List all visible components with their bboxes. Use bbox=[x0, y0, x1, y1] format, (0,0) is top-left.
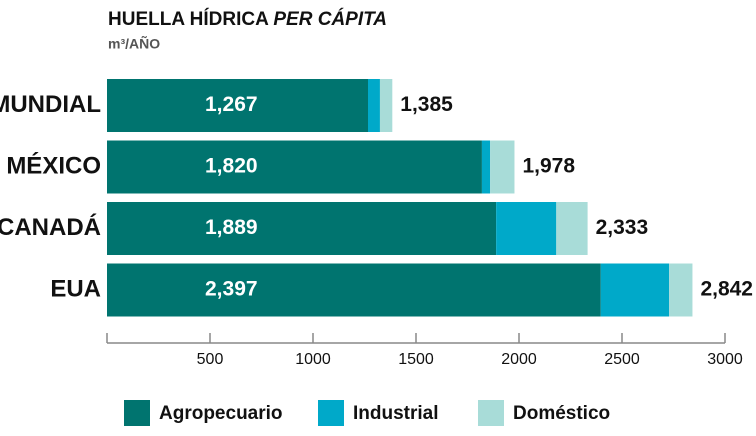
category-label: EUA bbox=[50, 275, 101, 302]
legend-label: Agropecuario bbox=[159, 403, 283, 424]
legend-label: Doméstico bbox=[513, 403, 610, 424]
total-label: 1,978 bbox=[522, 155, 575, 178]
x-tick-label: 1000 bbox=[295, 351, 331, 368]
legend-swatch bbox=[318, 400, 344, 426]
bar-segment bbox=[490, 140, 515, 194]
legend-swatch bbox=[478, 400, 504, 426]
x-tick-label: 2000 bbox=[501, 351, 537, 368]
legend-swatch bbox=[124, 400, 150, 426]
legend-label: Industrial bbox=[353, 403, 439, 424]
x-tick-label: 500 bbox=[197, 351, 224, 368]
total-label: 1,385 bbox=[400, 93, 453, 116]
category-label: CANADÁ bbox=[0, 213, 101, 241]
value-label: 1,889 bbox=[205, 216, 258, 239]
bar-segment bbox=[669, 263, 693, 317]
bar-segment bbox=[379, 79, 393, 132]
bar-segment bbox=[107, 79, 369, 132]
bar-segment bbox=[368, 79, 380, 132]
bar-segment bbox=[107, 263, 601, 317]
total-label: 2,333 bbox=[596, 216, 649, 239]
bar-segment bbox=[107, 202, 497, 255]
bar-segment bbox=[600, 263, 670, 317]
x-tick-label: 2500 bbox=[604, 351, 640, 368]
total-label: 2,842 bbox=[700, 278, 753, 301]
bar-segment bbox=[481, 140, 491, 194]
category-label: MUNDIAL bbox=[0, 91, 101, 118]
bar-segment bbox=[107, 140, 482, 194]
value-label: 2,397 bbox=[205, 278, 258, 301]
chart-title: HUELLA HÍDRICA PER CÁPITA bbox=[108, 8, 387, 30]
value-label: 1,820 bbox=[205, 155, 258, 178]
chart-subtitle: m³/AÑO bbox=[108, 35, 160, 52]
category-label: MÉXICO bbox=[6, 151, 101, 179]
x-tick-label: 1500 bbox=[398, 351, 434, 368]
title-emphasis: PER CÁPITA bbox=[273, 8, 387, 30]
title-main: HUELLA HÍDRICA bbox=[108, 8, 269, 30]
value-label: 1,267 bbox=[205, 93, 258, 116]
bar-segment bbox=[556, 202, 588, 255]
x-tick-label: 3000 bbox=[707, 351, 743, 368]
bar-segment bbox=[496, 202, 557, 255]
